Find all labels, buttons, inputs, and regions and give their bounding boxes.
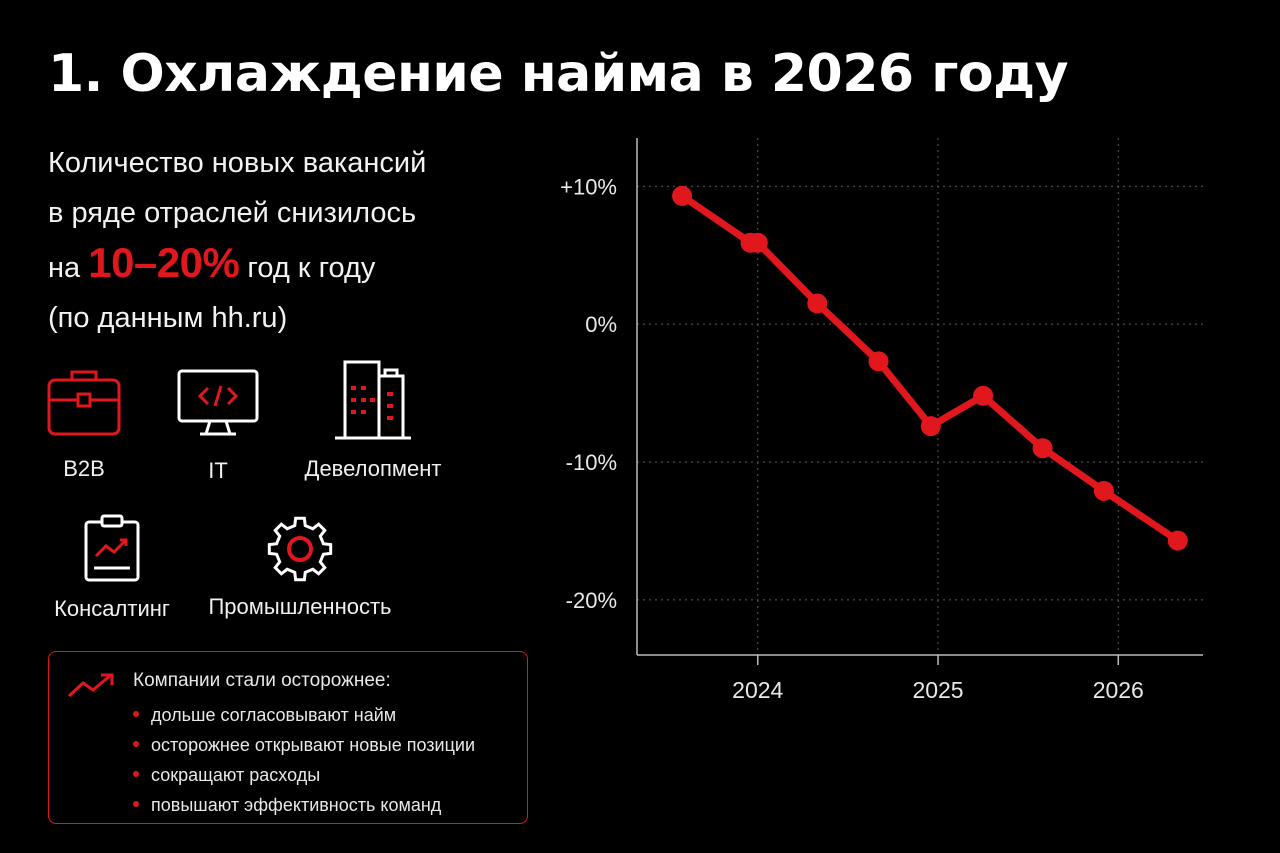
gear-icon: [267, 516, 333, 582]
lead-highlight: 10–20%: [88, 239, 240, 286]
data-point: [672, 185, 693, 206]
bullet-dot: [133, 771, 139, 778]
lead-text: Количество новых вакансий в ряде отрасле…: [48, 138, 518, 343]
y-tick-label: 0%: [585, 312, 617, 337]
industry-label: Промышленность: [208, 594, 392, 619]
industry-industry: Промышленность: [200, 514, 400, 620]
list-item-text: осторожнее открывают новые позиции: [151, 735, 476, 755]
list-item-text: дольше согласовывают найм: [151, 705, 397, 725]
data-point: [973, 385, 994, 406]
lead-line-3: на 10–20% год к году: [48, 238, 518, 293]
x-tick-label: 2024: [732, 677, 783, 703]
industry-label: IT: [208, 458, 228, 483]
industry-label: Девелопмент: [304, 456, 442, 481]
lead-line-2: в ряде отраслей снизилось: [48, 197, 417, 229]
info-box: Компании стали осторожнее: дольше соглас…: [48, 651, 528, 824]
industry-development: Девелопмент: [290, 358, 456, 482]
lead-prefix: на: [48, 252, 81, 284]
line-chart: +10% 0% -10% -20% 2024 2025 2026: [560, 138, 1203, 703]
industry-b2b: B2B: [38, 366, 130, 482]
data-point: [1032, 438, 1053, 459]
y-tick-label: +10%: [560, 174, 617, 199]
bullet-dot: [133, 711, 139, 718]
lead-line-1: Количество новых вакансий: [48, 147, 427, 179]
x-tick-label: 2025: [912, 677, 963, 703]
data-point: [1167, 530, 1188, 551]
list-item: повышают эффективность команд: [133, 790, 475, 820]
info-heading: Компании стали осторожнее:: [133, 670, 391, 691]
list-item: осторожнее открывают новые позиции: [133, 730, 475, 760]
list-item: дольше согласовывают найм: [133, 700, 475, 730]
industry-it: IT: [170, 368, 266, 484]
y-tick-label: -10%: [566, 450, 617, 475]
data-point: [747, 232, 768, 253]
data-point: [868, 351, 889, 372]
clipboard-chart-icon: [84, 514, 140, 582]
data-point: [920, 416, 941, 437]
info-list: дольше согласовывают найм осторожнее отк…: [133, 700, 475, 820]
y-tick-label: -20%: [566, 588, 617, 613]
x-tick-label: 2026: [1093, 677, 1144, 703]
industry-label: Консалтинг: [54, 596, 170, 621]
list-item-text: сокращают расходы: [151, 765, 321, 785]
page-title: 1. Охлаждение найма в 2026 году: [48, 44, 1068, 104]
buildings-icon: [335, 360, 411, 440]
data-point: [807, 293, 828, 314]
industry-label: B2B: [63, 456, 105, 481]
lead-line-4: (по данным hh.ru): [48, 302, 288, 334]
trend-arrow-icon: [67, 673, 114, 698]
bullet-dot: [133, 801, 139, 808]
list-item-text: повышают эффективность команд: [151, 795, 442, 815]
monitor-code-icon: [177, 369, 259, 436]
industry-consulting: Консалтинг: [44, 512, 180, 622]
lead-suffix: год к году: [247, 252, 376, 284]
briefcase-icon: [47, 370, 121, 436]
data-point: [1093, 480, 1114, 501]
list-item: сокращают расходы: [133, 760, 475, 790]
bullet-dot: [133, 741, 139, 748]
